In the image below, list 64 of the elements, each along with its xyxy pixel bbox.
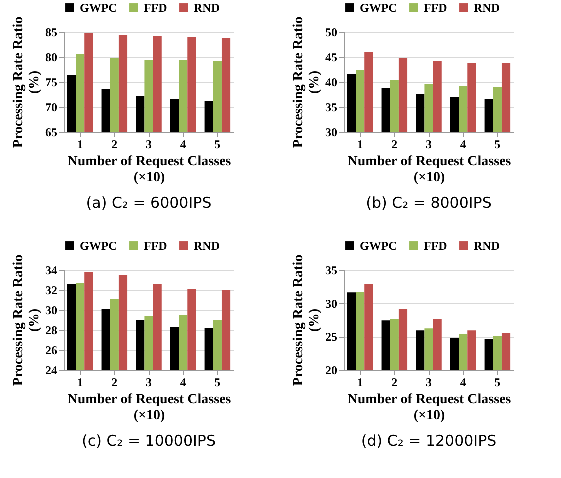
legend-label: RND: [194, 1, 220, 15]
legend-label: GWPC: [360, 1, 398, 15]
x-tick-label: 1: [357, 376, 364, 390]
legend-label: GWPC: [80, 239, 118, 253]
text: (a) C₂ = 6000IPS: [86, 194, 212, 212]
x-tick-label: 3: [426, 138, 432, 152]
x-tick-label: 2: [392, 138, 398, 152]
x-tick-label: 3: [426, 376, 432, 390]
y-tick-label: 70: [46, 100, 58, 114]
y-axis-title: Processing Rate Ratio (%): [12, 254, 42, 386]
x-tick-label: 2: [112, 376, 118, 390]
x-axis-title: Number of Request Classes (×10): [68, 392, 232, 424]
y-tick-label: 25: [326, 330, 338, 344]
y-tick-label: 85: [46, 26, 58, 40]
x-tick-label: 1: [357, 138, 364, 152]
y-tick-label: 32: [46, 284, 58, 298]
legend-label: GWPC: [80, 1, 118, 15]
y-tick-label: 24: [46, 364, 58, 378]
x-axis-title: Number of Request Classes (×10): [348, 154, 512, 186]
y-tick-label: 20: [326, 364, 338, 378]
y-tick-label: 30: [326, 296, 338, 311]
y-tick-label: 30: [326, 126, 338, 140]
x-tick-label: 5: [214, 138, 221, 152]
x-tick-label: 4: [180, 376, 186, 390]
y-tick-label: 35: [326, 100, 338, 114]
legend-label: FFD: [144, 239, 168, 253]
x-tick-label: 4: [460, 138, 466, 152]
y-tick-label: 35: [326, 264, 338, 278]
x-tick-label: 4: [460, 376, 466, 390]
y-tick-label: 28: [46, 324, 58, 338]
y-tick-label: 65: [46, 126, 58, 140]
x-tick-label: 2: [112, 138, 118, 152]
x-tick-label: 4: [180, 138, 186, 152]
y-tick-label: 34: [46, 264, 58, 278]
x-tick-label: 5: [494, 138, 501, 152]
y-tick-label: 80: [46, 50, 58, 64]
legend-label: FFD: [424, 1, 448, 15]
legend-label: GWPC: [360, 239, 398, 253]
legend-label: RND: [474, 239, 500, 253]
y-axis-title: Processing Rate Ratio (%): [292, 16, 322, 148]
text: (b) C₂ = 8000IPS: [366, 194, 492, 212]
x-tick-label: 1: [77, 376, 84, 390]
x-tick-label: 3: [146, 138, 152, 152]
y-tick-label: 30: [46, 304, 58, 318]
y-tick-label: 75: [46, 76, 58, 90]
y-tick-label: 40: [326, 76, 338, 90]
x-axis-title: Number of Request Classes (×10): [348, 392, 512, 424]
text: (c) C₂ = 10000IPS: [82, 432, 216, 450]
legend-label: FFD: [424, 239, 448, 253]
x-tick-label: 1: [77, 138, 84, 152]
y-tick-label: 50: [326, 26, 338, 40]
x-tick-label: 5: [214, 376, 221, 390]
x-tick-label: 3: [146, 376, 152, 390]
y-axis-title: Processing Rate Ratio (%): [292, 254, 322, 386]
y-tick-label: 26: [46, 344, 58, 358]
x-axis-title: Number of Request Classes (×10): [68, 154, 232, 186]
text: (d) C₂ = 12000IPS: [361, 432, 497, 450]
legend-label: RND: [194, 239, 220, 253]
x-tick-label: 5: [494, 376, 501, 390]
legend-label: FFD: [144, 1, 168, 15]
x-tick-label: 2: [392, 376, 398, 390]
y-axis-title: Processing Rate Ratio (%): [12, 16, 42, 148]
y-tick-label: 45: [326, 50, 338, 64]
legend-label: RND: [474, 1, 500, 15]
